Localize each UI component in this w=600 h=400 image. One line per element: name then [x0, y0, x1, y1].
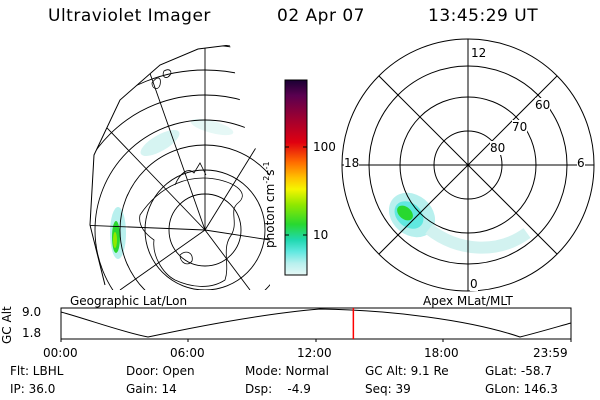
info-glon: GLon: 146.3: [485, 382, 558, 396]
time-tick-2: 12:00: [297, 346, 332, 360]
info-seq: Seq: 39: [365, 382, 411, 396]
polar-plot: [341, 38, 595, 292]
altitude-curve: [60, 308, 572, 338]
time-tick-3: 18:00: [424, 346, 459, 360]
altitude-plot: [60, 307, 572, 342]
mlat-label-60: 60: [535, 98, 551, 112]
apex-caption: Apex MLat/MLT: [423, 294, 513, 308]
colorbar-tick-10: 10: [313, 228, 329, 242]
info-mode: Mode: Normal: [245, 364, 329, 378]
date-label: 02 Apr 07: [277, 6, 365, 26]
coastlines: [139, 69, 243, 287]
info-gc-alt: GC Alt: 9.1 Re: [365, 364, 449, 378]
info-ip: IP: 36.0: [10, 382, 56, 396]
mlt-label-18: 18: [344, 156, 360, 170]
colorbar-unit: photon cm-2s-1: [262, 161, 277, 248]
info-gain: Gain: 14: [126, 382, 177, 396]
instrument-title: Ultraviolet Imager: [48, 6, 211, 26]
altitude-ymin: 1.8: [22, 326, 42, 340]
aurora-emission: [110, 118, 234, 259]
time-label: 13:45:29 UT: [428, 6, 539, 26]
geographic-map: [89, 45, 270, 290]
polar-grid: [341, 38, 595, 292]
info-dsp: Dsp: -4.9: [245, 382, 311, 396]
altitude-ymax: 9.0: [22, 305, 42, 319]
info-door: Door: Open: [126, 364, 195, 378]
aurora-oval: [388, 192, 531, 254]
time-tick-1: 06:00: [170, 346, 205, 360]
mlt-label-0: 0: [470, 277, 478, 291]
colorbar: [284, 79, 308, 276]
info-glat: GLat: -58.7: [485, 364, 552, 378]
altitude-axis-label: GC Alt: [0, 306, 14, 344]
mlt-label-12: 12: [471, 46, 487, 60]
mlat-label-80: 80: [490, 141, 506, 155]
latitude-circles: [90, 45, 270, 290]
mlt-label-6: 6: [577, 156, 585, 170]
info-flt: Flt: LBHL: [10, 364, 64, 378]
geo-caption: Geographic Lat/Lon: [70, 294, 188, 308]
meridians: [90, 45, 270, 290]
colorbar-tick-100: 100: [313, 140, 336, 154]
altitude-ticks: [60, 339, 572, 342]
mlat-label-70: 70: [512, 120, 528, 134]
time-tick-4: 23:59: [533, 346, 568, 360]
time-tick-0: 00:00: [43, 346, 78, 360]
